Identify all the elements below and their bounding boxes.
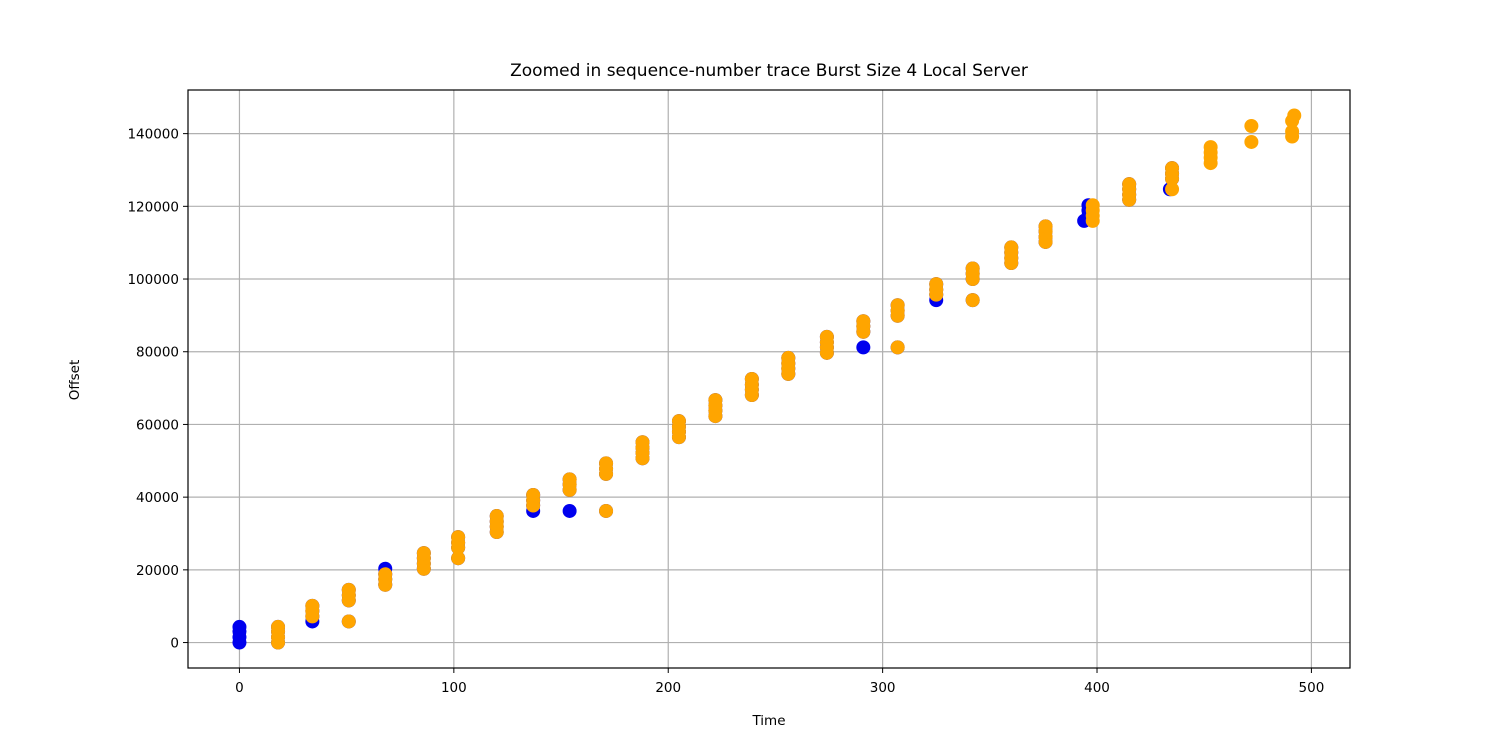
data-point-orange (708, 393, 723, 408)
data-point-orange (416, 546, 431, 561)
y-tick-label: 80000 (136, 345, 179, 361)
data-point-orange (1038, 219, 1053, 234)
data-point-orange (890, 340, 905, 355)
data-point-orange (341, 614, 356, 629)
data-point-blue (232, 619, 247, 634)
data-point-orange (1165, 182, 1180, 197)
y-tick-label: 120000 (127, 199, 179, 215)
data-point-orange (781, 350, 796, 365)
data-point-orange (1287, 108, 1302, 123)
data-point-orange (1004, 240, 1019, 255)
data-point-blue (856, 340, 871, 355)
data-point-orange (451, 551, 466, 566)
data-point-orange (378, 567, 393, 582)
data-point-orange (341, 582, 356, 597)
y-axis-ticks: 0 20000 40000 60000 80000 100000 120000 140000 (127, 127, 188, 652)
x-tick-label: 0 (235, 680, 244, 696)
data-point-orange (929, 277, 944, 292)
y-axis-label: Offset (67, 360, 83, 401)
x-axis-ticks: 0 100 200 300 400 500 (235, 668, 1324, 696)
data-point-orange (1122, 177, 1137, 192)
data-point-orange (1285, 124, 1300, 139)
y-tick-label: 40000 (136, 490, 179, 506)
data-point-orange (1203, 140, 1218, 155)
data-point-orange (1244, 134, 1259, 149)
data-point-orange (965, 293, 980, 308)
y-tick-label: 100000 (127, 272, 179, 288)
x-axis-label: Time (751, 713, 785, 729)
y-tick-label: 60000 (136, 417, 179, 433)
data-point-orange (965, 261, 980, 276)
plot-frame (187, 89, 1351, 669)
data-point-orange (451, 530, 466, 545)
data-point-orange (526, 487, 541, 502)
x-tick-label: 500 (1299, 680, 1325, 696)
y-tick-label: 0 (170, 636, 179, 652)
grid-lines (188, 90, 1350, 668)
data-point-blue (562, 503, 577, 518)
data-points (232, 108, 1302, 650)
x-tick-label: 100 (441, 680, 467, 696)
data-point-orange (671, 414, 686, 429)
data-point-orange (635, 435, 650, 450)
data-point-orange (271, 619, 286, 634)
data-point-orange (856, 314, 871, 329)
data-point-orange (1085, 198, 1100, 213)
data-point-orange (744, 372, 759, 386)
x-tick-label: 300 (870, 680, 896, 696)
data-point-orange (489, 509, 504, 524)
data-point-orange (819, 329, 834, 344)
data-point-orange (562, 472, 577, 487)
data-point-orange (890, 298, 905, 313)
x-tick-label: 200 (655, 680, 681, 696)
y-tick-label: 20000 (136, 563, 179, 579)
chart-title: Zoomed in sequence-number trace Burst Si… (510, 61, 1028, 81)
data-point-orange (1244, 118, 1259, 133)
x-tick-label: 400 (1084, 680, 1110, 696)
data-point-orange (599, 456, 614, 471)
data-point-orange (1165, 161, 1180, 176)
data-point-orange (305, 598, 320, 613)
y-tick-label: 140000 (127, 127, 179, 143)
data-point-orange (599, 503, 614, 518)
